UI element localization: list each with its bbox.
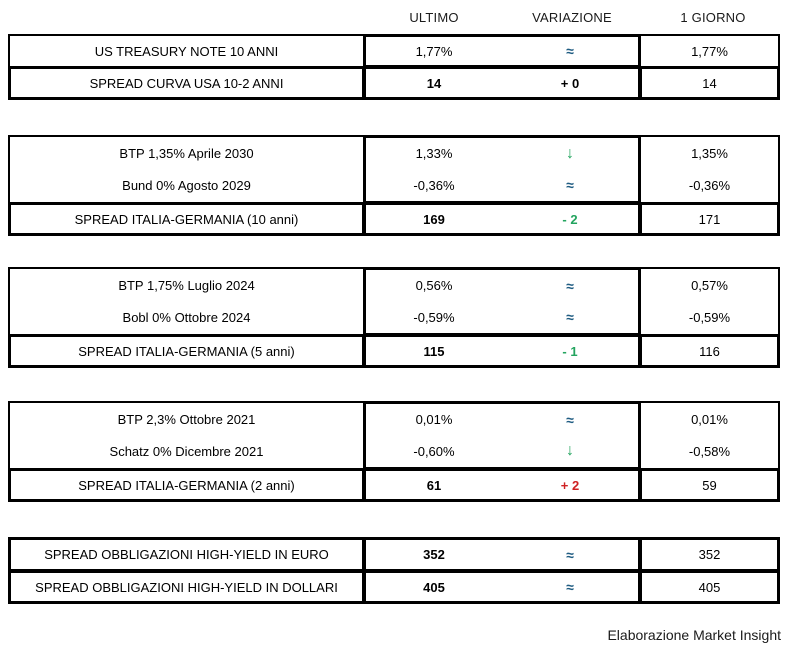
row-label: BTP 1,35% Aprile 2030	[119, 145, 254, 161]
row-label: Bund 0% Agosto 2029	[122, 178, 251, 194]
ultimo-value: -0,60%	[413, 443, 455, 459]
header-ultimo: ULTIMO	[409, 10, 459, 25]
giorno-value: 14	[639, 66, 780, 100]
approx-equal-icon: ≈	[566, 277, 574, 294]
values-cell: 1,33% ↓ -0,36% ≈	[363, 135, 641, 204]
giorno-value: 171	[639, 202, 780, 236]
row-label: SPREAD CURVA USA 10-2 ANNI	[8, 66, 365, 100]
column-header-row: ULTIMO VARIAZIONE 1 GIORNO	[8, 10, 789, 27]
approx-equal-icon: ≈	[566, 411, 574, 428]
approx-equal-icon: ≈	[566, 177, 574, 194]
table-row-spread: SPREAD CURVA USA 10-2 ANNI 14 + 0 14	[8, 66, 781, 100]
giorno-cell: 0,57% -0,59%	[639, 267, 780, 336]
giorno-value: 1,77%	[639, 34, 780, 68]
table-row: US TREASURY NOTE 10 ANNI 1,77% ≈ 1,77%	[8, 34, 781, 68]
bond-labels-cell: BTP 1,75% Luglio 2024 Bobl 0% Ottobre 20…	[8, 267, 365, 336]
row-label: US TREASURY NOTE 10 ANNI	[8, 34, 365, 68]
table-row-spread: SPREAD ITALIA-GERMANIA (10 anni) 169 - 2…	[8, 202, 781, 236]
variazione-value: + 0	[560, 75, 580, 91]
giorno-value: 59	[639, 468, 780, 502]
row-label: BTP 1,75% Luglio 2024	[118, 277, 255, 293]
header-variazione: VARIAZIONE	[532, 10, 612, 25]
down-arrow-icon: ↓	[566, 144, 574, 162]
values-cell: 352 ≈	[363, 537, 641, 572]
bond-rows: BTP 2,3% Ottobre 2021 Schatz 0% Dicembre…	[8, 401, 781, 470]
values-cell: 61 + 2	[363, 468, 641, 502]
row-label: SPREAD OBBLIGAZIONI HIGH-YIELD IN EURO	[8, 537, 365, 572]
values-cell: 1,77% ≈	[363, 34, 641, 68]
row-label: SPREAD ITALIA-GERMANIA (2 anni)	[8, 468, 365, 502]
giorno-cell: 1,35% -0,36%	[639, 135, 780, 204]
ultimo-value: 0,56%	[415, 278, 453, 294]
bond-labels-cell: BTP 2,3% Ottobre 2021 Schatz 0% Dicembre…	[8, 401, 365, 470]
table-italia-germania-2-anni: BTP 2,3% Ottobre 2021 Schatz 0% Dicembre…	[8, 401, 781, 502]
ultimo-value: 0,01%	[415, 412, 453, 428]
giorno-value: 116	[639, 334, 780, 368]
ultimo-value: 352	[423, 547, 445, 562]
values-cell: 0,56% ≈ -0,59% ≈	[363, 267, 641, 336]
table-row-spread: SPREAD ITALIA-GERMANIA (2 anni) 61 + 2 5…	[8, 468, 781, 502]
ultimo-value: 169	[423, 211, 445, 227]
ultimo-value: -0,59%	[413, 309, 455, 325]
bond-rows: BTP 1,35% Aprile 2030 Bund 0% Agosto 202…	[8, 135, 781, 204]
values-cell: 405 ≈	[363, 570, 641, 604]
table-high-yield: SPREAD OBBLIGAZIONI HIGH-YIELD IN EURO 3…	[8, 537, 781, 604]
row-label: SPREAD ITALIA-GERMANIA (5 anni)	[8, 334, 365, 368]
down-arrow-icon: ↓	[566, 442, 574, 460]
ultimo-value: 115	[423, 343, 445, 359]
giorno-value: -0,36%	[688, 178, 731, 194]
source-credit: Elaborazione Market Insight	[607, 627, 781, 643]
giorno-value: 405	[639, 570, 780, 604]
values-cell: 0,01% ≈ -0,60% ↓	[363, 401, 641, 470]
row-label: SPREAD OBBLIGAZIONI HIGH-YIELD IN DOLLAR…	[8, 570, 365, 604]
approx-equal-icon: ≈	[566, 546, 574, 563]
row-label: SPREAD ITALIA-GERMANIA (10 anni)	[8, 202, 365, 236]
header-1-giorno: 1 GIORNO	[680, 10, 746, 25]
giorno-value: 1,35%	[691, 145, 728, 161]
approx-equal-icon: ≈	[566, 43, 574, 59]
row-label: Schatz 0% Dicembre 2021	[109, 444, 264, 460]
giorno-value: -0,59%	[688, 310, 731, 326]
giorno-value: 0,57%	[691, 277, 728, 293]
bond-rows: BTP 1,75% Luglio 2024 Bobl 0% Ottobre 20…	[8, 267, 781, 336]
ultimo-value: -0,36%	[413, 177, 455, 193]
table-row-spread: SPREAD OBBLIGAZIONI HIGH-YIELD IN EURO 3…	[8, 537, 781, 572]
header-spacer	[8, 10, 365, 27]
approx-equal-icon: ≈	[566, 309, 574, 326]
variazione-value: - 2	[562, 211, 578, 227]
table-row-spread: SPREAD OBBLIGAZIONI HIGH-YIELD IN DOLLAR…	[8, 570, 781, 604]
variazione-value: + 2	[560, 477, 580, 493]
row-label: Bobl 0% Ottobre 2024	[122, 310, 251, 326]
row-label: BTP 2,3% Ottobre 2021	[117, 411, 256, 427]
giorno-cell: 0,01% -0,58%	[639, 401, 780, 470]
ultimo-value: 1,33%	[415, 146, 453, 162]
giorno-value: -0,58%	[688, 444, 731, 460]
ultimo-value: 14	[426, 75, 442, 91]
values-cell: 14 + 0	[363, 66, 641, 100]
giorno-value: 352	[639, 537, 780, 572]
bond-labels-cell: BTP 1,35% Aprile 2030 Bund 0% Agosto 202…	[8, 135, 365, 204]
ultimo-value: 61	[426, 477, 442, 493]
giorno-value: 0,01%	[691, 411, 728, 427]
table-usa: US TREASURY NOTE 10 ANNI 1,77% ≈ 1,77% S…	[8, 34, 781, 100]
values-cell: 169 - 2	[363, 202, 641, 236]
values-cell: 115 - 1	[363, 334, 641, 368]
table-italia-germania-10-anni: BTP 1,35% Aprile 2030 Bund 0% Agosto 202…	[8, 135, 781, 236]
ultimo-value: 405	[423, 579, 445, 595]
table-italia-germania-5-anni: BTP 1,75% Luglio 2024 Bobl 0% Ottobre 20…	[8, 267, 781, 368]
approx-equal-icon: ≈	[566, 579, 574, 595]
ultimo-value: 1,77%	[415, 43, 453, 59]
table-row-spread: SPREAD ITALIA-GERMANIA (5 anni) 115 - 1 …	[8, 334, 781, 368]
variazione-value: - 1	[562, 343, 578, 359]
